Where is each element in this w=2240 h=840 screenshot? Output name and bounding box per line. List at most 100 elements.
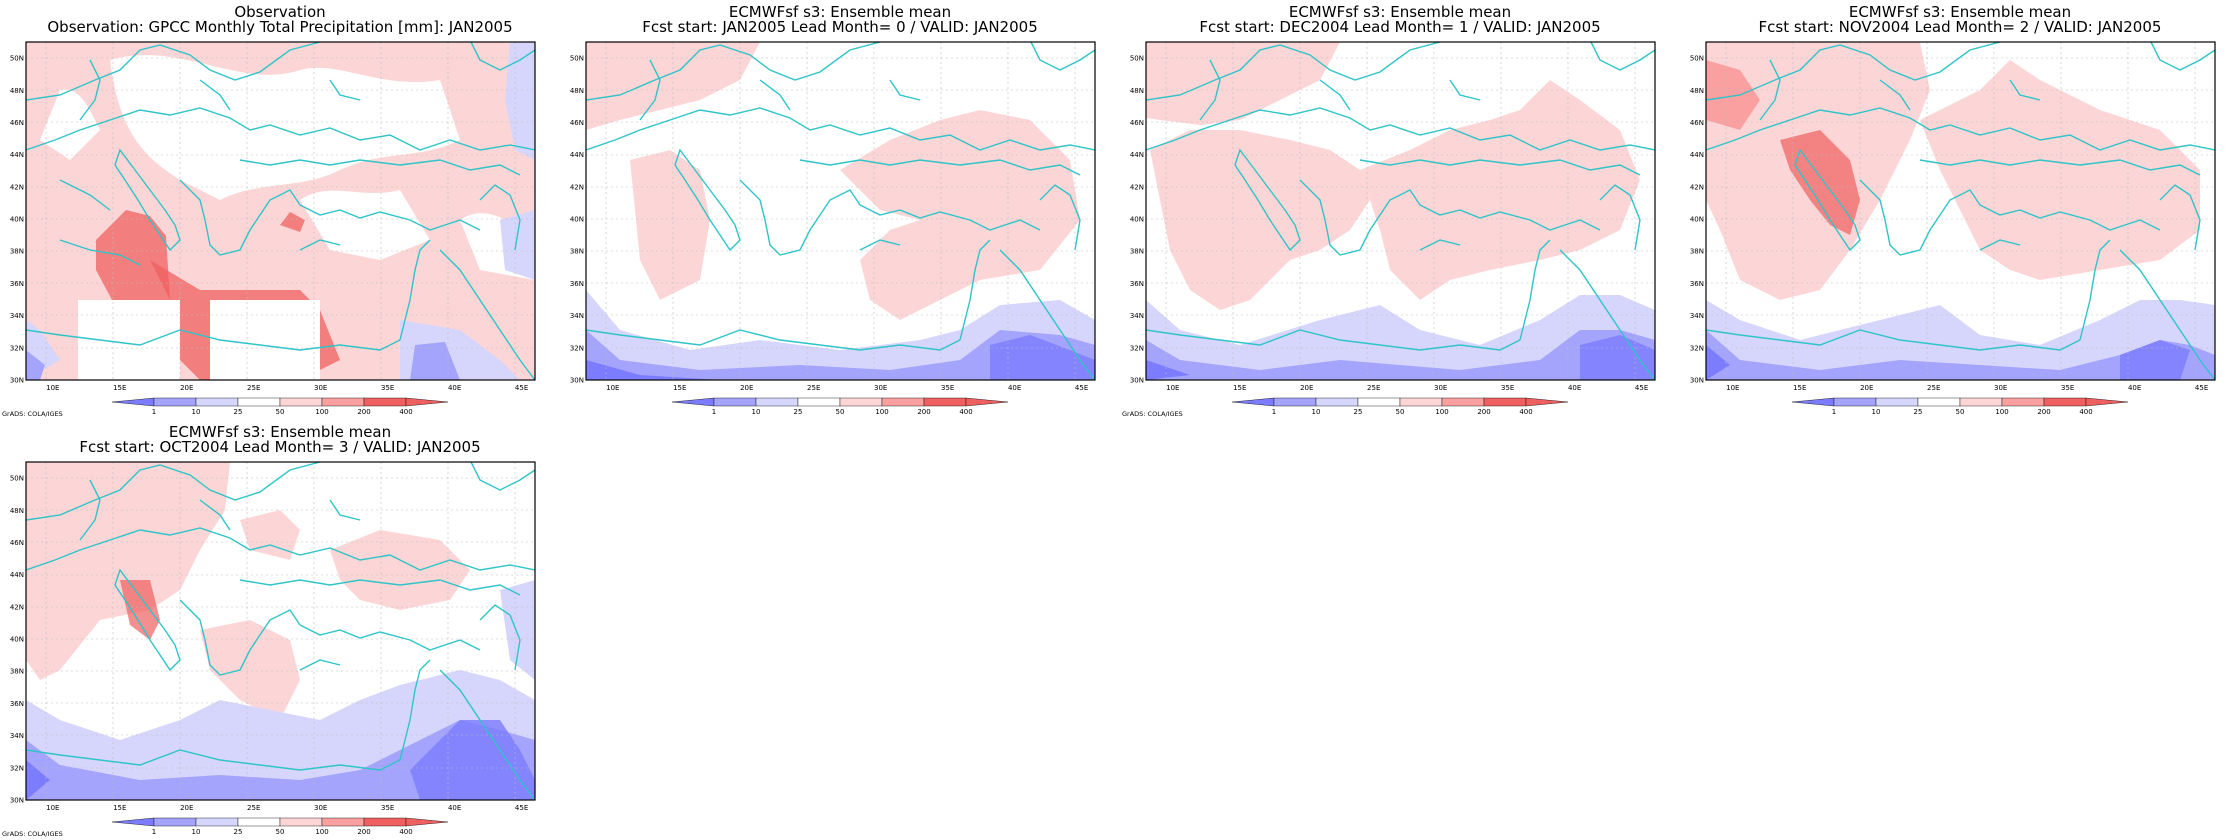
colorbar: 1 10 25 50 100 200 400 (1231, 397, 1569, 416)
colorbar-label: 10 (192, 828, 201, 836)
panel-title-line1: ECMWFsf s3: Ensemble mean (169, 423, 391, 441)
colorbar-swatch (321, 817, 365, 827)
lat-tick-label: 42N (10, 603, 24, 611)
colorbar-swatch (2043, 397, 2087, 407)
coastlines (26, 42, 535, 380)
lat-tick-label: 32N (1690, 344, 1704, 352)
lon-tick-label: 15E (113, 384, 126, 392)
lon-tick-label: 10E (1166, 384, 1179, 392)
map-frame (25, 461, 536, 801)
lat-tick-label: 48N (1690, 87, 1704, 95)
map-frame (1705, 41, 2216, 381)
lat-tick-label: 46N (570, 119, 584, 127)
lat-tick-labels: 50N 48N 46N 44N 42N 40N 38N 36N 34N 32N 30N (10, 475, 24, 805)
colorbar: 1 10 25 50 100 200 400 (111, 397, 449, 416)
lat-tick-label: 30N (10, 797, 24, 805)
lon-tick-labels: 10E 15E 20E 25E 30E 35E 40E 45E (1166, 384, 1648, 392)
colorbar-swatch (1357, 397, 1401, 407)
map-panel-lead-3: ECMWFsf s3: Ensemble mean Fcst start: OC… (0, 420, 560, 840)
precip-fill (26, 462, 535, 800)
precip-fill (586, 42, 1095, 380)
lat-tick-label: 40N (10, 636, 24, 644)
lon-tick-label: 45E (515, 804, 528, 812)
coastlines (1146, 42, 1655, 380)
graticule (1146, 42, 1655, 380)
colorbar-label: 200 (357, 408, 370, 416)
colorbar-swatch (1441, 397, 1485, 407)
grads-credit: GrADS: COLA/IGES (2, 830, 63, 838)
lat-tick-label: 40N (1130, 216, 1144, 224)
lat-tick-label: 34N (570, 312, 584, 320)
lat-tick-label: 48N (10, 507, 24, 515)
lon-tick-label: 35E (941, 384, 954, 392)
grads-credit: GrADS: COLA/IGES (1122, 410, 1183, 418)
colorbar-label: 100 (1995, 408, 2008, 416)
colorbar-label: 50 (1956, 408, 1965, 416)
lat-tick-label: 36N (1690, 280, 1704, 288)
colorbar-swatch (1399, 397, 1443, 407)
lat-tick-label: 34N (10, 312, 24, 320)
colorbar-swatch (279, 817, 323, 827)
panel-title-line1: ECMWFsf s3: Ensemble mean (729, 3, 951, 21)
colorbar-label: 200 (357, 828, 370, 836)
colorbar-swatch (405, 397, 449, 407)
colorbar-label: 25 (234, 828, 243, 836)
map-panel-observation: Observation Observation: GPCC Monthly To… (0, 0, 560, 420)
lat-tick-label: 48N (1130, 87, 1144, 95)
colorbar-label: 400 (399, 408, 412, 416)
lat-tick-label: 50N (1130, 55, 1144, 63)
colorbar-label: 50 (276, 828, 285, 836)
panel-title-line2: Fcst start: JAN2005 Lead Month= 0 / VALI… (642, 18, 1038, 36)
lon-tick-label: 10E (46, 804, 59, 812)
colorbar-label: 400 (959, 408, 972, 416)
lon-tick-label: 25E (807, 384, 820, 392)
lat-tick-label: 46N (10, 539, 24, 547)
colorbar-label: 25 (234, 408, 243, 416)
lon-tick-label: 40E (1568, 384, 1581, 392)
colorbar-swatch (1959, 397, 2003, 407)
colorbar-swatch (965, 397, 1009, 407)
colorbar-swatch (1273, 397, 1317, 407)
lon-tick-label: 20E (180, 804, 193, 812)
colorbar-swatch (671, 397, 715, 407)
graticule (586, 42, 1095, 380)
lat-tick-label: 48N (10, 87, 24, 95)
graticule (26, 42, 535, 380)
lat-tick-label: 36N (10, 280, 24, 288)
lon-tick-label: 35E (1501, 384, 1514, 392)
colorbar-label: 400 (399, 828, 412, 836)
colorbar-label: 1 (712, 408, 716, 416)
map-panel-lead-0: ECMWFsf s3: Ensemble mean Fcst start: JA… (560, 0, 1120, 420)
panel-title-line1: ECMWFsf s3: Ensemble mean (1849, 3, 2071, 21)
colorbar-swatch (2085, 397, 2129, 407)
map-frame (585, 41, 1096, 381)
colorbar-label: 1 (1272, 408, 1276, 416)
lon-tick-label: 20E (180, 384, 193, 392)
lat-tick-label: 38N (10, 248, 24, 256)
colorbar-swatch (195, 817, 239, 827)
lon-tick-labels: 10E 15E 20E 25E 30E 35E 40E 45E (46, 384, 528, 392)
lat-tick-label: 38N (1130, 248, 1144, 256)
lon-tick-label: 10E (46, 384, 59, 392)
lat-tick-label: 38N (10, 668, 24, 676)
lon-tick-label: 25E (247, 384, 260, 392)
colorbar-swatch (363, 817, 407, 827)
precip-fill (1706, 42, 2215, 380)
lon-tick-label: 40E (448, 804, 461, 812)
lat-tick-labels: 50N 48N 46N 44N 42N 40N 38N 36N 34N 32N 30N (570, 55, 584, 385)
colorbar-label: 50 (1396, 408, 1405, 416)
lon-tick-labels: 10E 15E 20E 25E 30E 35E 40E 45E (606, 384, 1088, 392)
lon-tick-label: 35E (381, 384, 394, 392)
lon-tick-labels: 10E 15E 20E 25E 30E 35E 40E 45E (1726, 384, 2208, 392)
lat-tick-label: 42N (1130, 183, 1144, 191)
lat-tick-label: 30N (1690, 377, 1704, 385)
colorbar-swatch (111, 817, 155, 827)
grads-credit: GrADS: COLA/IGES (2, 410, 63, 418)
lon-tick-label: 15E (1233, 384, 1246, 392)
coastlines (26, 462, 535, 800)
lon-tick-label: 20E (1860, 384, 1873, 392)
lat-tick-label: 30N (570, 377, 584, 385)
colorbar-swatch (237, 397, 281, 407)
lon-tick-label: 20E (740, 384, 753, 392)
panel-title-line1: ECMWFsf s3: Ensemble mean (1289, 3, 1511, 21)
